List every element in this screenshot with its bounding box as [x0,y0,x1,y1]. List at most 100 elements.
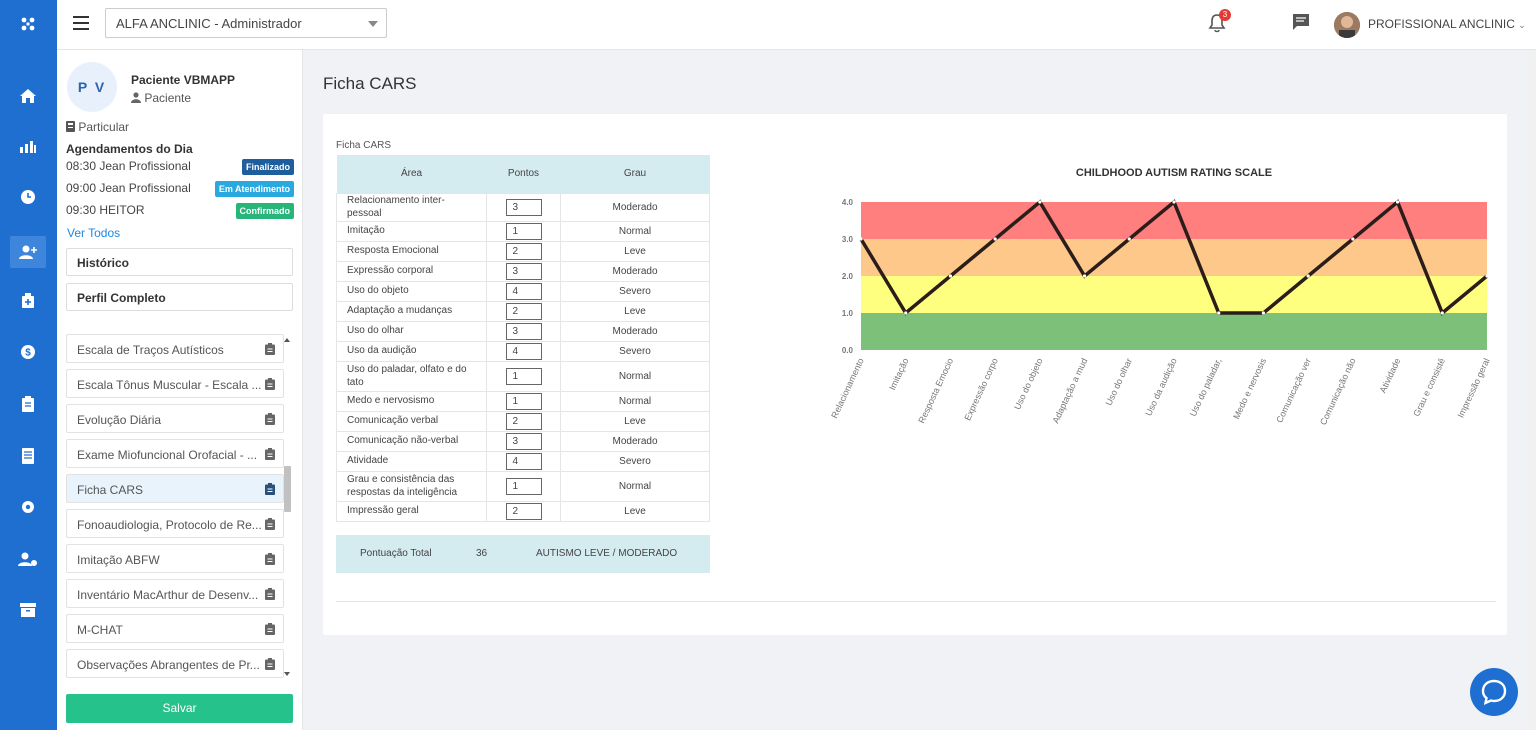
row-area: Atividade [336,450,487,472]
form-list-item[interactable]: Imitação ABFW [66,544,284,573]
document-icon[interactable] [16,444,40,468]
form-list-item[interactable]: M-CHAT [66,614,284,643]
row-degree: Moderado [560,192,710,222]
data-point [859,237,863,241]
total-bar: Pontuação Total 36 AUTISMO LEVE / MODERA… [336,535,710,573]
row-degree: Moderado [560,320,710,342]
points-input[interactable]: 4 [505,282,542,300]
form-list-item[interactable]: Escala Tônus Muscular - Escala ... [66,369,284,398]
data-point [1127,237,1131,241]
table-row: Relacionamento inter-pessoal 3 Moderado [336,192,710,222]
user-name: PROFISSIONAL ANCLINIC [1368,17,1515,31]
save-button[interactable]: Salvar [66,694,293,723]
history-button[interactable]: Histórico [66,248,293,276]
row-area: Resposta Emocional [336,240,487,262]
clipboard-icon [265,588,275,600]
row-area: Uso da audição [336,340,487,362]
data-point [1217,311,1221,315]
form-list-item[interactable]: Evolução Diária [66,404,284,433]
points-input[interactable]: 3 [505,432,542,450]
money-icon[interactable]: $ [16,340,40,364]
row-area: Uso do paladar, olfato e do tato [336,360,487,392]
home-icon[interactable] [16,84,40,108]
points-input[interactable]: 2 [505,412,542,430]
form-list-item-label: Exame Miofuncional Orofacial - ... [77,448,258,462]
full-profile-button[interactable]: Perfil Completo [66,283,293,311]
chart-band [861,239,1487,276]
chat-widget-button[interactable] [1470,668,1518,716]
see-all-link[interactable]: Ver Todos [67,226,121,240]
clock-icon[interactable] [16,185,40,209]
app-logo-icon[interactable] [16,12,40,36]
form-list-item-label: Imitação ABFW [77,553,160,567]
table-row: Imitação 1 Normal [336,220,710,242]
table-row: Uso do olhar 3 Moderado [336,320,710,342]
row-degree: Severo [560,340,710,362]
points-input[interactable]: 1 [505,222,542,240]
table-row: Expressão corporal 3 Moderado [336,260,710,282]
points-input[interactable]: 1 [505,367,542,385]
row-points-cell: 2 [486,300,561,322]
user-menu[interactable]: PROFISSIONAL ANCLINIC ⌄ [1368,17,1526,31]
table-row: Uso da audição 4 Severo [336,340,710,362]
y-tick-label: 2.0 [842,272,854,281]
form-list-item[interactable]: Inventário MacArthur de Desenv... [66,579,284,608]
data-point [993,237,997,241]
points-input[interactable]: 4 [505,342,542,360]
patient-plan: Particular [66,120,129,135]
chart-icon[interactable] [16,134,40,158]
archive-icon[interactable] [16,598,40,622]
points-input[interactable]: 3 [505,198,542,216]
form-list-item[interactable]: Fonoaudiologia, Protocolo de Re... [66,509,284,538]
clinic-select[interactable]: ALFA ANCLINIC - Administrador [105,8,387,38]
row-degree: Normal [560,360,710,392]
row-degree: Normal [560,390,710,412]
status-badge: Finalizado [241,159,294,175]
medical-kit-icon[interactable] [16,289,40,313]
id-card-icon [66,121,75,135]
appointment-item[interactable]: 09:30 HEITOR Confirmado [66,203,294,223]
form-list-item[interactable]: Observações Abrangentes de Pr... [66,649,284,678]
points-input[interactable]: 1 [505,392,542,410]
user-settings-icon[interactable] [16,547,40,571]
row-points-cell: 1 [486,360,561,392]
row-points-cell: 2 [486,500,561,522]
row-area: Relacionamento inter-pessoal [336,192,487,222]
points-input[interactable]: 2 [505,502,542,520]
appointment-item[interactable]: 08:30 Jean Profissional Finalizado [66,159,294,179]
x-tick-label: Uso da audição [1143,357,1178,418]
patient-add-icon[interactable] [10,236,46,268]
moon-icon[interactable] [1248,12,1270,34]
column-header: Grau [560,155,710,193]
x-tick-label: Medo e nervosis [1231,356,1268,421]
data-point [1082,274,1087,278]
points-input[interactable]: 3 [505,322,542,340]
points-input[interactable]: 2 [505,242,542,260]
data-point [1038,200,1042,204]
menu-toggle-icon[interactable] [73,16,89,30]
row-area: Adaptação a mudanças [336,300,487,322]
forms-scroll-thumb[interactable] [284,466,291,512]
form-list-item[interactable]: Exame Miofuncional Orofacial - ... [66,439,284,468]
user-avatar[interactable] [1334,12,1360,38]
clipboard-icon [265,378,275,390]
points-input[interactable]: 1 [505,477,542,495]
form-list-item[interactable]: Ficha CARS [66,474,284,503]
chat-icon[interactable] [1291,12,1313,34]
points-input[interactable]: 4 [505,452,542,470]
table-row: Uso do objeto 4 Severo [336,280,710,302]
form-list-item[interactable]: Escala de Traços Autísticos [66,334,284,363]
x-tick-label: Uso do objeto [1012,357,1045,412]
appointment-text: 09:30 HEITOR [66,203,145,217]
total-label: Pontuação Total [360,548,432,559]
points-input[interactable]: 2 [505,302,542,320]
form-list-item-label: Inventário MacArthur de Desenv... [77,588,259,602]
clipboard-icon[interactable] [16,392,40,416]
appointment-item[interactable]: 09:00 Jean Profissional Em Atendimento [66,181,294,201]
gear-icon[interactable] [16,495,40,519]
points-input[interactable]: 3 [505,262,542,280]
clipboard-icon [265,483,275,495]
data-point [904,311,908,315]
forms-scrollbar[interactable] [283,336,291,678]
page-scrollbar[interactable] [1528,50,1536,730]
